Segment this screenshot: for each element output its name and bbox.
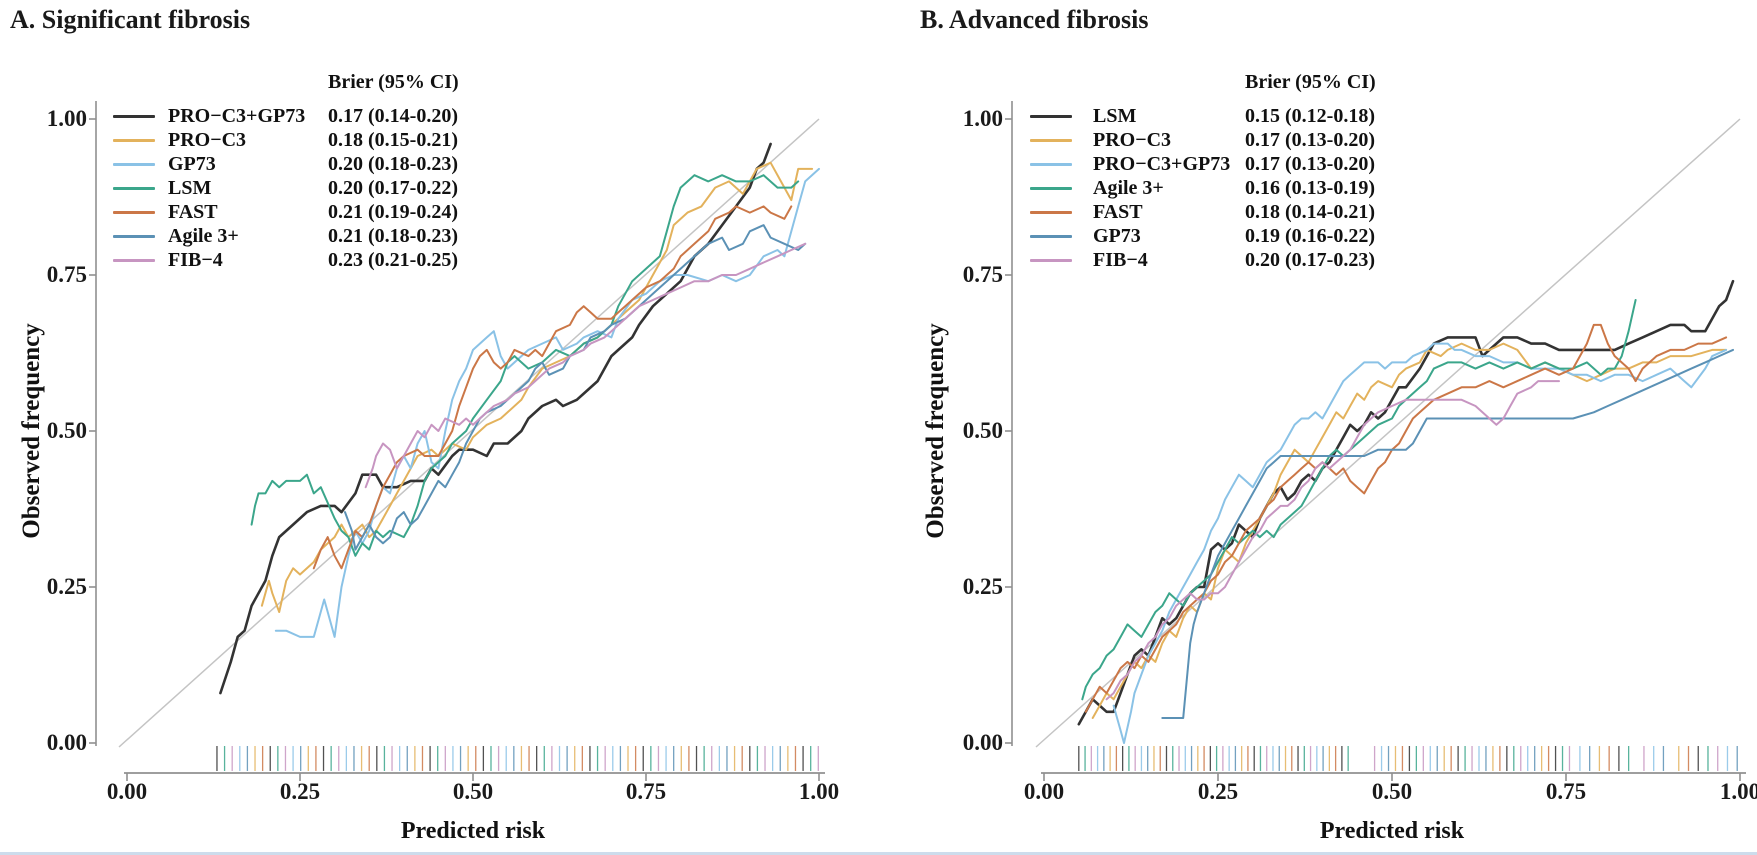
legend-series-label: FIB−4 [168, 249, 223, 271]
panel-a [89, 101, 825, 781]
legend-brier-value: 0.20 (0.17-0.23) [1245, 249, 1375, 271]
x-tick-label: 0.25 [279, 779, 321, 804]
legend-series-label: GP73 [168, 153, 216, 175]
panel-b-y-axis-title: Observed frequency [922, 323, 949, 539]
legend-line-swatch [1030, 211, 1072, 214]
x-tick-label: 0.50 [1371, 779, 1413, 804]
legend-brier-value: 0.20 (0.18-0.23) [328, 153, 458, 175]
legend-series-label: GP73 [1093, 225, 1141, 247]
bottom-edge-artifact [0, 852, 1757, 855]
legend-line-swatch [1030, 259, 1072, 262]
legend-line-swatch [1030, 139, 1072, 142]
legend-series-label: FAST [168, 201, 218, 223]
legend-series-label: PRO−C3+GP73 [168, 105, 306, 127]
legend-line-swatch [113, 139, 155, 142]
legend-brier-value: 0.17 (0.13-0.20) [1245, 129, 1375, 151]
legend-series-label: FIB−4 [1093, 249, 1148, 271]
y-tick-label: 0.25 [962, 574, 1003, 599]
diagonal-reference-line [118, 118, 820, 748]
legend-series-label: Agile 3+ [1093, 177, 1164, 199]
legend-line-swatch [113, 187, 155, 190]
curve-FAST [312, 205, 793, 570]
y-tick-label: 0.00 [46, 730, 87, 755]
y-tick-label: 0.50 [46, 418, 87, 443]
y-tick-label: 0.50 [962, 418, 1003, 443]
legend-brier-value: 0.18 (0.14-0.21) [1245, 201, 1375, 223]
curve-FIB−4 [1105, 380, 1560, 701]
curve-PRO−C3 [260, 161, 814, 613]
y-tick-label: 1.00 [46, 106, 87, 131]
legend-line-swatch [113, 163, 155, 166]
legend-line-swatch [1030, 115, 1072, 118]
panel-b-x-axis-title: Predicted risk [1319, 818, 1465, 844]
legend-line-swatch [1030, 235, 1072, 238]
y-tick-label: 0.25 [46, 574, 87, 599]
y-tick-label: 1.00 [962, 106, 1003, 131]
x-tick-label: 0.75 [625, 779, 667, 804]
panel-a-x-axis-title: Predicted risk [400, 818, 546, 844]
x-tick-label: 0.75 [1545, 779, 1587, 804]
legend-brier-value: 0.23 (0.21-0.25) [328, 249, 458, 271]
y-tick-label: 0.00 [962, 730, 1003, 755]
legend-brier-value: 0.15 (0.12-0.18) [1245, 105, 1375, 127]
legend-brier-value: 0.17 (0.13-0.20) [1245, 153, 1375, 175]
legend-brier-value: 0.16 (0.13-0.19) [1245, 177, 1375, 199]
curve-FAST [1084, 323, 1728, 713]
legend-series-label: PRO−C3 [168, 129, 247, 151]
panel-a-y-axis-title: Observed frequency [18, 323, 45, 539]
legend-series-label: FAST [1093, 201, 1143, 223]
legend-series-label: LSM [168, 177, 212, 199]
legend-brier-value: 0.21 (0.18-0.23) [328, 225, 458, 247]
curve-LSM [250, 174, 800, 557]
x-tick-label: 0.50 [452, 779, 494, 804]
panel-a-legend-header: Brier (95% CI) [328, 71, 459, 93]
curve-LSM [1077, 279, 1735, 726]
legend-series-label: PRO−C3 [1093, 129, 1172, 151]
panel-a-title: A. Significant fibrosis [10, 5, 251, 34]
panel-b-legend-header: Brier (95% CI) [1245, 71, 1376, 93]
legend-brier-value: 0.19 (0.16-0.22) [1245, 225, 1375, 247]
curve-Agile 3+ [1081, 299, 1637, 701]
legend-brier-value: 0.17 (0.14-0.20) [328, 105, 458, 127]
legend-line-swatch [113, 211, 155, 214]
legend-series-label: LSM [1093, 105, 1137, 127]
legend-line-swatch [1030, 163, 1072, 166]
legend-brier-value: 0.20 (0.17-0.22) [328, 177, 458, 199]
y-tick-label: 0.75 [962, 262, 1003, 287]
curve-Agile 3+ [344, 224, 807, 551]
x-tick-label: 0.25 [1197, 779, 1239, 804]
y-tick-label: 0.75 [46, 262, 87, 287]
x-tick-label: 0.00 [1023, 779, 1065, 804]
legend-series-label: Agile 3+ [168, 225, 239, 247]
legend-line-swatch [1030, 187, 1072, 190]
legend-line-swatch [113, 235, 155, 238]
panel-b [1005, 101, 1746, 781]
curve-PRO−C3+GP73 [219, 142, 772, 695]
legend-brier-value: 0.21 (0.19-0.24) [328, 201, 458, 223]
x-tick-label: 1.00 [798, 779, 840, 804]
legend-line-swatch [113, 115, 155, 118]
curve-FIB−4 [364, 242, 807, 489]
legend-brier-value: 0.18 (0.15-0.21) [328, 129, 458, 151]
curve-PRO−C3+GP73 [1112, 342, 1728, 744]
x-tick-label: 0.00 [106, 779, 148, 804]
x-tick-label: 1.00 [1719, 779, 1757, 804]
curve-GP73 [1161, 348, 1734, 719]
panel-b-title: B. Advanced fibrosis [920, 5, 1149, 34]
legend-series-label: PRO−C3+GP73 [1093, 153, 1231, 175]
legend-line-swatch [113, 259, 155, 262]
